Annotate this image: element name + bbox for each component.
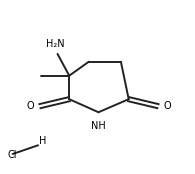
Text: H₂N: H₂N — [46, 39, 65, 49]
Text: O: O — [164, 101, 171, 111]
Text: O: O — [27, 101, 34, 111]
Text: Cl: Cl — [8, 150, 17, 160]
Text: H: H — [39, 136, 46, 146]
Text: NH: NH — [91, 121, 106, 131]
